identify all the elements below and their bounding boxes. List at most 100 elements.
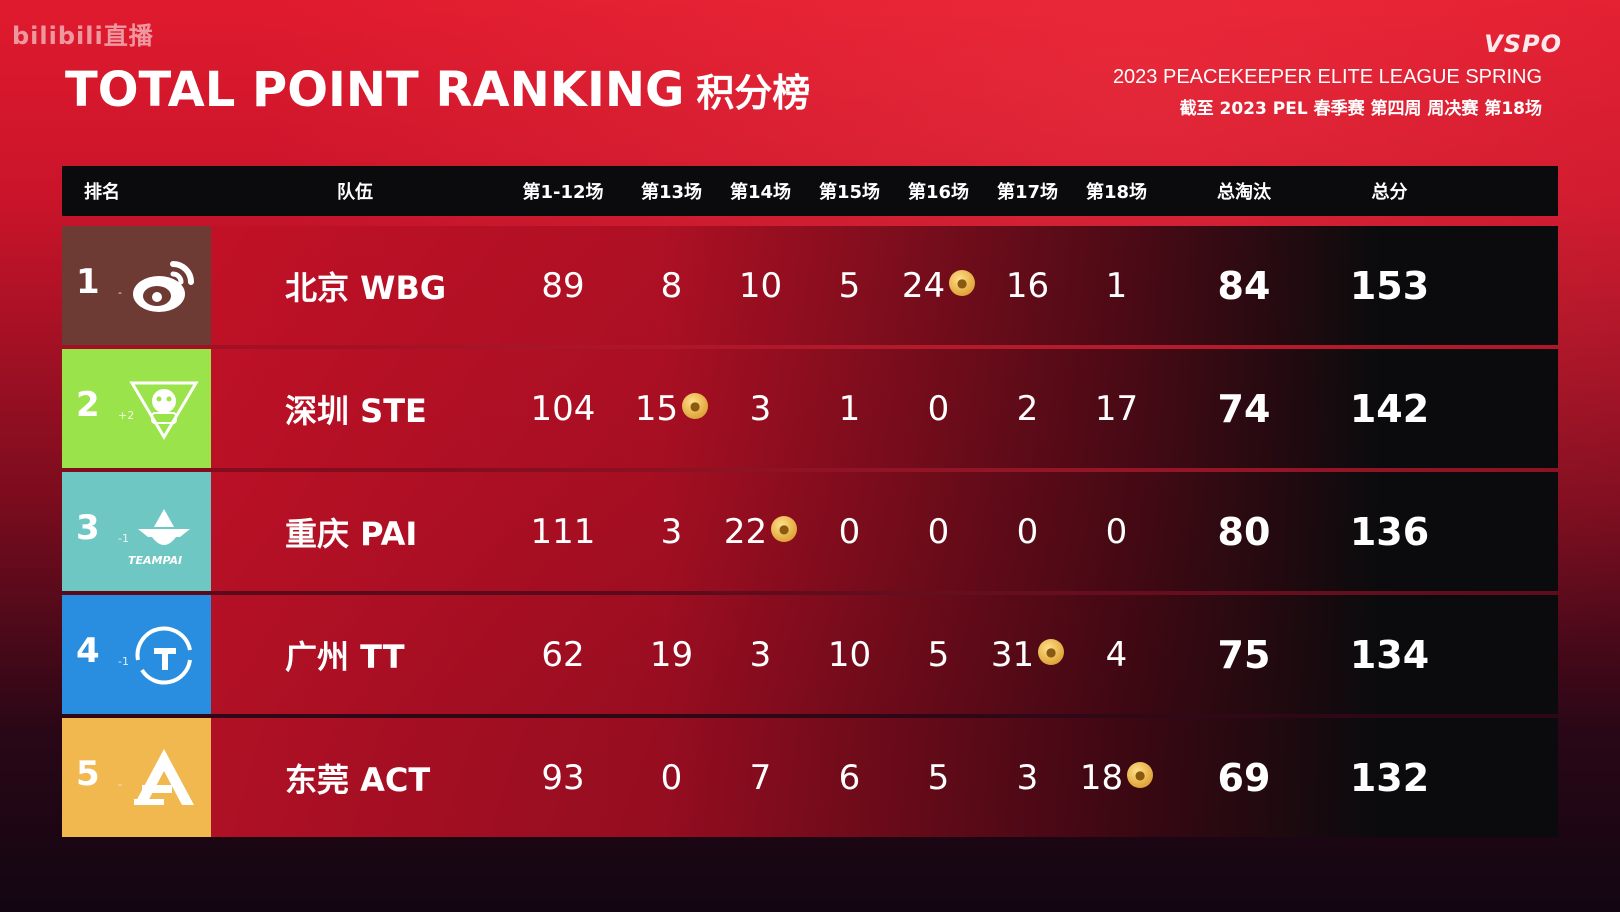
match-14-points: 10	[716, 266, 805, 306]
total-eliminations: 84	[1217, 263, 1271, 308]
team-logo-box: 5 -	[62, 718, 211, 837]
rank-number: 3	[76, 508, 100, 548]
rank-number: 4	[76, 631, 100, 671]
match-18-value: 18	[1079, 757, 1124, 798]
rank-number: 1	[76, 262, 100, 302]
table-row: 2 +2 深圳 STE 104 15 ● 3 1 0 2 17 74 142	[62, 349, 1558, 468]
match-15-points: 10	[805, 635, 894, 675]
table-header: 排名 队伍 第1-12场 第13场 第14场 第15场 第16场 第17场 第1…	[62, 166, 1558, 216]
table-row: 5 - 东莞 ACT 93 0 7 6 5 3 18 ● 69 132	[62, 718, 1558, 837]
medal-icon: ●	[1038, 639, 1065, 665]
total-eliminations: 75	[1217, 632, 1271, 677]
header-match-13: 第13场	[640, 182, 703, 203]
match-14-value: 10	[738, 265, 783, 306]
medal-icon: ●	[1127, 762, 1154, 788]
match-14-value: 7	[749, 757, 772, 798]
league-name: 2023 PEACEKEEPER ELITE LEAGUE SPRING	[1112, 66, 1542, 88]
matches-1-12-points: 104	[530, 388, 596, 429]
match-17-value: 0	[1016, 511, 1039, 552]
tt-logo-icon	[126, 617, 202, 693]
match-16-value: 0	[927, 511, 950, 552]
team-name: 东莞 ACT	[285, 760, 431, 799]
match-17-points: 0	[983, 512, 1072, 552]
ste-logo-icon	[126, 371, 202, 447]
total-points: 134	[1349, 632, 1430, 677]
total-eliminations: 69	[1217, 755, 1271, 800]
match-16-points: 0	[894, 512, 983, 552]
logo-text: TEAMPAI	[128, 554, 183, 567]
total-points: 142	[1349, 386, 1430, 431]
title-en: TOTAL POINT RANKING	[65, 62, 685, 118]
matches-1-12-points: 62	[541, 634, 585, 675]
match-16-value: 24	[901, 265, 946, 306]
match-16-value: 5	[927, 634, 950, 675]
total-points: 153	[1349, 263, 1430, 308]
match-16-points: 0	[894, 389, 983, 429]
header-match-16: 第16场	[907, 182, 970, 203]
table-row: 4 -1 广州 TT 62 19 3 10 5 31 ● 4 75 134	[62, 595, 1558, 714]
match-13-points: 8	[627, 266, 716, 306]
match-15-points: 6	[805, 758, 894, 798]
rank-change: -1	[118, 532, 129, 545]
match-17-value: 16	[1005, 265, 1050, 306]
match-17-points: 31 ●	[983, 635, 1072, 675]
total-points: 136	[1349, 509, 1430, 554]
match-13-value: 19	[649, 634, 694, 675]
match-18-value: 17	[1094, 388, 1139, 429]
team-logo-box: 1 -	[62, 226, 211, 345]
team-name: 深圳 STE	[285, 391, 427, 430]
header-total-points: 总分	[1371, 182, 1408, 203]
header-match-18: 第18场	[1085, 182, 1148, 203]
page-title: TOTAL POINT RANKING 积分榜	[65, 62, 810, 118]
total-eliminations: 80	[1217, 509, 1271, 554]
title-cn: 积分榜	[696, 71, 811, 115]
match-17-points: 16	[983, 266, 1072, 306]
match-15-value: 6	[838, 757, 861, 798]
match-18-points: 0	[1072, 512, 1161, 552]
match-14-points: 3	[716, 389, 805, 429]
total-points: 132	[1349, 755, 1430, 800]
match-18-value: 4	[1105, 634, 1128, 675]
header-matches-1-12: 第1-12场	[522, 182, 604, 203]
match-16-points: 5	[894, 635, 983, 675]
medal-icon: ●	[771, 516, 798, 542]
rank-change: +2	[118, 409, 135, 422]
table-row: 1 - 北京 WBG 89 8 10 5 24 ● 16 1 84 153	[62, 226, 1558, 345]
match-14-points: 22 ●	[716, 512, 805, 552]
total-eliminations: 74	[1217, 386, 1271, 431]
teampai-logo-icon	[126, 494, 202, 570]
header-rank: 排名	[84, 182, 120, 203]
match-15-points: 1	[805, 389, 894, 429]
match-14-value: 22	[723, 511, 768, 552]
match-13-points: 3	[627, 512, 716, 552]
team-name: 北京 WBG	[285, 268, 447, 307]
match-14-points: 3	[716, 635, 805, 675]
bilibili-watermark: bilibili直播	[12, 22, 154, 50]
match-17-value: 3	[1016, 757, 1039, 798]
match-17-value: 31	[990, 634, 1035, 675]
match-13-value: 15	[634, 388, 679, 429]
match-18-points: 1	[1072, 266, 1161, 306]
match-18-points: 17	[1072, 389, 1161, 429]
match-13-points: 0	[627, 758, 716, 798]
match-14-value: 3	[749, 634, 772, 675]
header-team: 队伍	[337, 182, 373, 203]
match-15-value: 1	[838, 388, 861, 429]
medal-icon: ●	[682, 393, 709, 419]
rank-number: 5	[76, 754, 100, 794]
match-15-value: 5	[838, 265, 861, 306]
match-14-value: 3	[749, 388, 772, 429]
match-18-points: 18 ●	[1072, 758, 1161, 798]
match-16-value: 0	[927, 388, 950, 429]
rank-number: 2	[76, 385, 100, 425]
league-stage: 截至 2023 PEL 春季赛 第四周 周决赛 第18场	[1179, 99, 1542, 119]
match-13-points: 19	[627, 635, 716, 675]
match-13-value: 8	[660, 265, 683, 306]
matches-1-12-points: 93	[541, 757, 585, 798]
match-16-points: 24 ●	[894, 266, 983, 306]
matches-1-12-points: 111	[530, 511, 596, 552]
match-13-value: 0	[660, 757, 683, 798]
team-name: 广州 TT	[285, 637, 405, 676]
header-match-17: 第17场	[996, 182, 1059, 203]
rank-change: -1	[118, 655, 129, 668]
